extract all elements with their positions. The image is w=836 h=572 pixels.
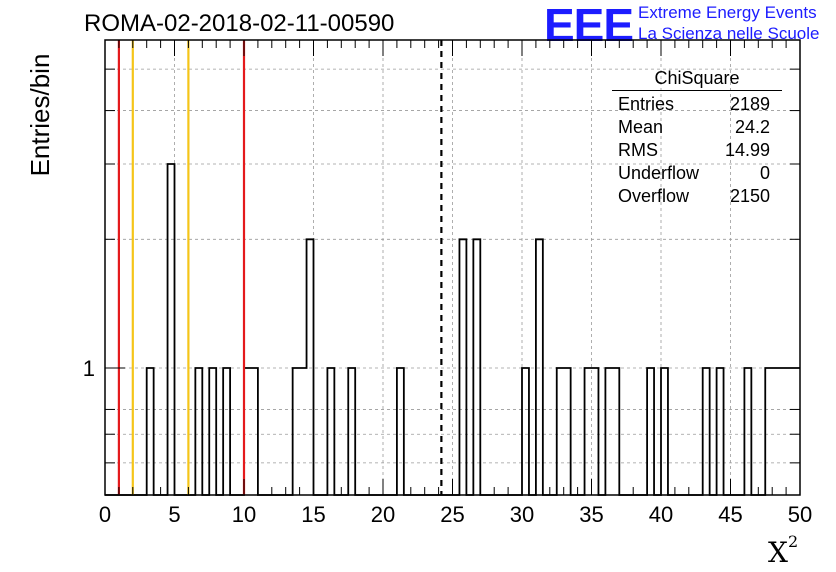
stats-value: 14.99: [724, 140, 770, 160]
histogram-bar: [397, 368, 404, 495]
histogram-bar: [459, 239, 466, 495]
x-tick-label: 30: [510, 502, 534, 527]
histogram-bar: [744, 368, 751, 495]
stats-label: RMS: [618, 140, 658, 160]
histogram-bar: [647, 368, 654, 495]
x-tick-label: 35: [579, 502, 603, 527]
stats-row-overflow: Overflow 2150: [612, 185, 782, 208]
logo-line-1: Extreme Energy Events: [638, 3, 817, 22]
x-tick-label: 5: [168, 502, 180, 527]
histogram-bar: [592, 368, 599, 495]
x-axis-label: X2: [768, 532, 798, 569]
stats-value: 2150: [729, 186, 770, 206]
histogram-bar: [793, 368, 800, 495]
x-tick-label: 20: [371, 502, 395, 527]
histogram-bar: [786, 368, 793, 495]
histogram-bar: [147, 368, 154, 495]
histogram-bar: [536, 239, 543, 495]
stats-row-underflow: Underflow 0: [612, 162, 782, 185]
x-tick-label: 50: [788, 502, 812, 527]
stats-label: Overflow: [618, 186, 690, 206]
histogram-bar: [772, 368, 779, 495]
histogram-bar: [765, 368, 772, 495]
histogram-bar: [251, 368, 258, 495]
histogram-bar: [327, 368, 334, 495]
histogram-bar: [779, 368, 786, 495]
stats-value: 24.2: [734, 117, 770, 137]
y-tick-label: 1: [83, 356, 95, 381]
histogram-bar: [557, 368, 564, 495]
x-tick-label: 45: [718, 502, 742, 527]
stats-row-mean: Mean 24.2: [612, 116, 782, 139]
stats-value: 0: [759, 163, 770, 183]
x-tick-label: 15: [301, 502, 325, 527]
histogram-bar: [605, 368, 612, 495]
stats-box: ChiSquare Entries 2189 Mean 24.2 RMS 14.99 …: [612, 68, 782, 208]
x-axis-label-base: X: [768, 536, 788, 569]
histogram-bar: [473, 239, 480, 495]
stats-label: Entries: [618, 94, 675, 114]
histogram-bar: [522, 368, 529, 495]
stats-value: 2189: [729, 94, 770, 114]
histogram-bar: [348, 368, 355, 495]
histogram-bar: [300, 368, 307, 495]
histogram-bar: [585, 368, 592, 495]
stats-label: Underflow: [618, 163, 700, 183]
histogram-bar: [661, 368, 668, 495]
histogram-bar: [717, 368, 724, 495]
x-tick-label: 40: [649, 502, 673, 527]
axis-ticks: [104, 40, 801, 495]
axis-tick-labels: 0 5 10 15 20 25 30 35 40 45 50 1: [83, 356, 812, 527]
histogram-bar: [293, 368, 300, 495]
chart-title: ROMA-02-2018-02-11-00590: [84, 10, 395, 37]
histogram-bar: [168, 164, 175, 495]
histogram-bar: [195, 368, 202, 495]
x-axis-label-superscript: 2: [787, 532, 799, 551]
histogram-bar: [307, 239, 314, 495]
x-tick-label: 0: [99, 502, 111, 527]
histogram-bar: [223, 368, 230, 495]
logo-line-2: La Scienza nelle Scuole: [638, 24, 820, 43]
stats-row-entries: Entries 2189: [612, 93, 782, 116]
x-tick-label: 10: [232, 502, 256, 527]
stats-label: Mean: [618, 117, 664, 137]
histogram-bar: [209, 368, 216, 495]
histogram-bar: [612, 368, 619, 495]
histogram-bar: [703, 368, 710, 495]
x-tick-label: 25: [440, 502, 464, 527]
reference-lines: [117, 40, 443, 495]
stats-title: ChiSquare: [612, 68, 782, 91]
stats-row-rms: RMS 14.99: [612, 139, 782, 162]
histogram-bar: [564, 368, 571, 495]
